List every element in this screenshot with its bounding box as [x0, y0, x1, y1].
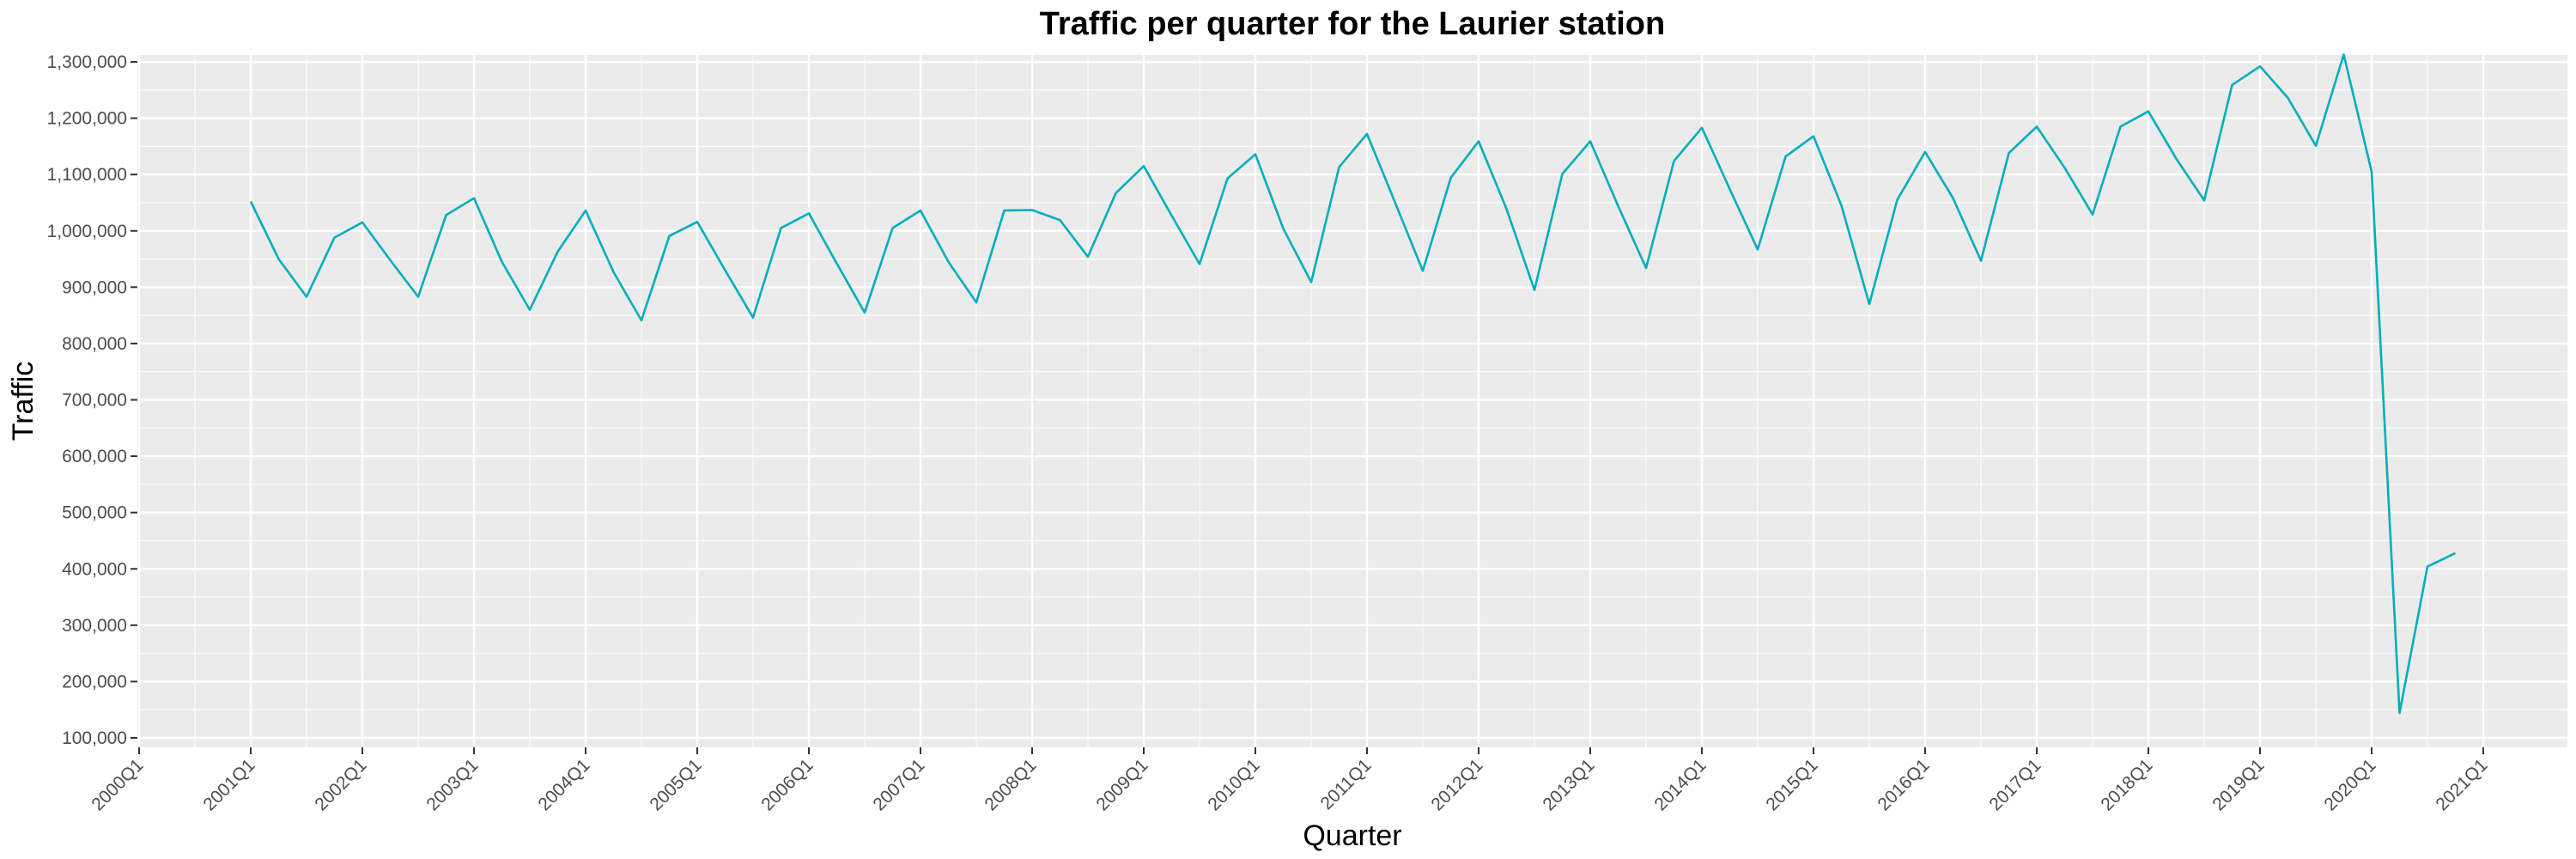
x-tick-label: 2015Q1 — [1762, 755, 1821, 814]
x-tick-label: 2007Q1 — [869, 755, 928, 814]
y-tick-label: 100,000 — [62, 728, 127, 748]
x-tick-label: 2001Q1 — [199, 755, 258, 814]
x-tick-label: 2019Q1 — [2208, 755, 2268, 814]
y-tick-label: 200,000 — [62, 672, 127, 691]
series-line — [249, 53, 2457, 715]
y-tick-label: 1,000,000 — [47, 222, 127, 241]
chart-title: Traffic per quarter for the Laurier stat… — [1040, 6, 1665, 42]
grid-major — [137, 55, 2567, 747]
x-tick-label: 2006Q1 — [757, 755, 817, 814]
x-axis: 2000Q1 2001Q1 2002Q1 2003Q1 2004Q1 2005Q1 2006… — [88, 747, 2492, 814]
grid-minor — [137, 55, 2567, 747]
y-tick-label: 500,000 — [62, 503, 127, 523]
x-tick-label: 2000Q1 — [88, 755, 147, 814]
x-tick-label: 2003Q1 — [422, 755, 482, 814]
x-tick-label: 2018Q1 — [2097, 755, 2156, 814]
y-axis-title: Traffic — [7, 362, 39, 442]
x-tick-label: 2009Q1 — [1092, 755, 1151, 814]
x-tick-label: 2017Q1 — [1985, 755, 2044, 814]
x-tick-label: 2005Q1 — [646, 755, 705, 814]
y-tick-label: 800,000 — [62, 334, 127, 354]
x-tick-label: 2011Q1 — [1317, 755, 1376, 813]
data-series — [249, 53, 2457, 715]
x-tick-label: 2012Q1 — [1427, 755, 1486, 814]
y-tick-label: 1,200,000 — [47, 109, 127, 129]
y-tick-label: 1,100,000 — [47, 165, 127, 185]
y-axis: 100,000 200,000 300,000 400,000 500,000 600,0… — [47, 52, 137, 748]
plot-panel — [137, 55, 2567, 747]
y-tick-label: 300,000 — [62, 616, 127, 636]
x-tick-label: 2020Q1 — [2320, 755, 2379, 814]
y-tick-label: 700,000 — [62, 391, 127, 411]
y-tick-label: 400,000 — [62, 559, 127, 579]
x-tick-label: 2021Q1 — [2432, 755, 2491, 814]
x-tick-label: 2004Q1 — [534, 755, 593, 814]
x-tick-label: 2016Q1 — [1874, 755, 1933, 814]
x-tick-label: 2014Q1 — [1650, 755, 1710, 814]
x-tick-label: 2013Q1 — [1539, 755, 1598, 814]
x-tick-label: 2008Q1 — [981, 755, 1040, 814]
y-tick-label: 900,000 — [62, 277, 127, 297]
y-tick-label: 600,000 — [62, 447, 127, 466]
x-axis-title: Quarter — [1303, 819, 1401, 852]
y-tick-label: 1,300,000 — [47, 52, 127, 72]
x-tick-label: 2010Q1 — [1204, 755, 1263, 814]
x-tick-label: 2002Q1 — [311, 755, 370, 814]
